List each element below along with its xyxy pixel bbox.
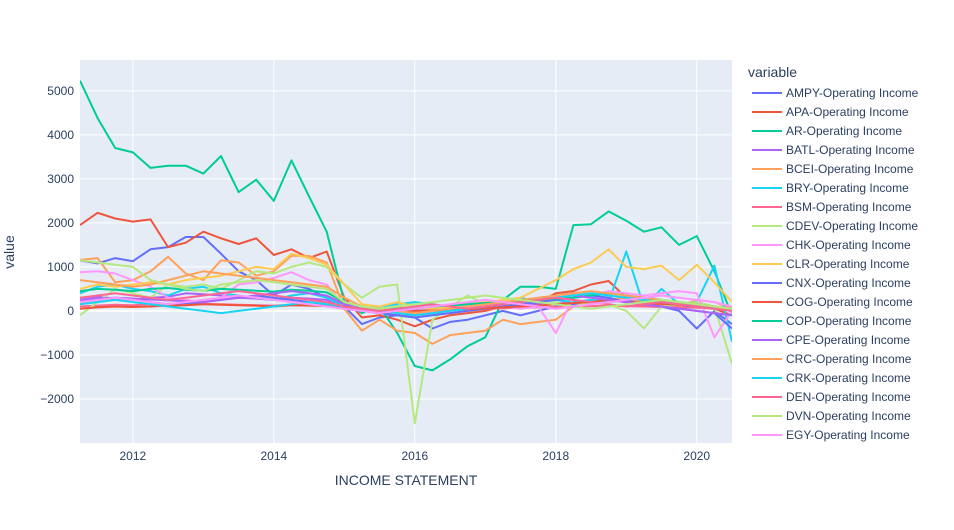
legend-label: CDEV-Operating Income [786,219,918,233]
legend-item[interactable]: CRK-Operating Income [752,371,911,385]
legend-label: CHK-Operating Income [786,238,911,252]
legend-label: BATL-Operating Income [786,143,915,157]
legend-label: EGY-Operating Income [786,428,910,442]
legend-label: CRC-Operating Income [786,352,912,366]
series-line [80,270,732,315]
legend-label: COG-Operating Income [786,295,913,309]
legend-item[interactable]: EGY-Operating Income [752,428,910,442]
y-tick-label: 4000 [47,128,74,142]
legend-label: BRY-Operating Income [786,181,909,195]
y-tick-label: 0 [67,304,74,318]
legend-label: COP-Operating Income [786,314,912,328]
legend-label: BCEI-Operating Income [786,162,914,176]
legend-label: BSM-Operating Income [786,200,912,214]
legend-title: variable [748,64,797,80]
legend-label: AMPY-Operating Income [786,86,919,100]
legend-label: AR-Operating Income [786,124,902,138]
y-tick-label: 3000 [47,172,74,186]
legend-item[interactable]: COG-Operating Income [752,295,913,309]
legend-label: CNX-Operating Income [786,276,911,290]
y-tick-label: 2000 [47,216,74,230]
legend-item[interactable]: AR-Operating Income [752,124,902,138]
legend-item[interactable]: BSM-Operating Income [752,200,912,214]
legend-item[interactable]: CHK-Operating Income [752,238,911,252]
series-line [80,294,732,315]
legend-item[interactable]: CNX-Operating Income [752,276,911,290]
legend-item[interactable]: BATL-Operating Income [752,143,915,157]
legend-item[interactable]: DVN-Operating Income [752,409,911,423]
legend-item[interactable]: COP-Operating Income [752,314,912,328]
y-axis-label: value [1,235,17,269]
y-axis-ticks: −2000 −1000 0 1000 2000 3000 4000 5000 [40,84,74,406]
grid-lines [80,60,732,443]
x-tick-label: 2012 [120,449,147,463]
legend-item[interactable]: BRY-Operating Income [752,181,909,195]
legend-label: CLR-Operating Income [786,257,910,271]
series-line [80,292,732,317]
legend-item[interactable]: CPE-Operating Income [752,333,910,347]
legend-item[interactable]: CDEV-Operating Income [752,219,918,233]
legend-label: DVN-Operating Income [786,409,911,423]
plot-background [80,60,732,443]
series-line [80,290,732,312]
legend-item[interactable]: CRC-Operating Income [752,352,912,366]
x-tick-label: 2016 [401,449,428,463]
y-tick-label: 5000 [47,84,74,98]
legend-item[interactable]: BCEI-Operating Income [752,162,914,176]
legend: AMPY-Operating Income APA-Operating Incom… [752,86,919,442]
y-tick-label: −1000 [40,348,74,362]
legend-label: CPE-Operating Income [786,333,910,347]
y-tick-label: 1000 [47,260,74,274]
y-tick-label: −2000 [40,392,74,406]
legend-label: APA-Operating Income [786,105,909,119]
series-line [80,259,732,310]
legend-item[interactable]: APA-Operating Income [752,105,909,119]
x-axis-ticks: 2012 2014 2016 2018 2020 [120,449,711,463]
legend-label: CRK-Operating Income [786,371,911,385]
x-tick-label: 2014 [260,449,287,463]
legend-item[interactable]: CLR-Operating Income [752,257,910,271]
legend-item[interactable]: AMPY-Operating Income [752,86,919,100]
series-line [80,248,732,310]
x-axis-label: INCOME STATEMENT [335,472,478,488]
series-lines [80,80,732,425]
legend-label: DEN-Operating Income [786,390,911,404]
series-line [80,261,732,425]
x-tick-label: 2018 [542,449,569,463]
legend-item[interactable]: DEN-Operating Income [752,390,911,404]
x-tick-label: 2020 [683,449,710,463]
